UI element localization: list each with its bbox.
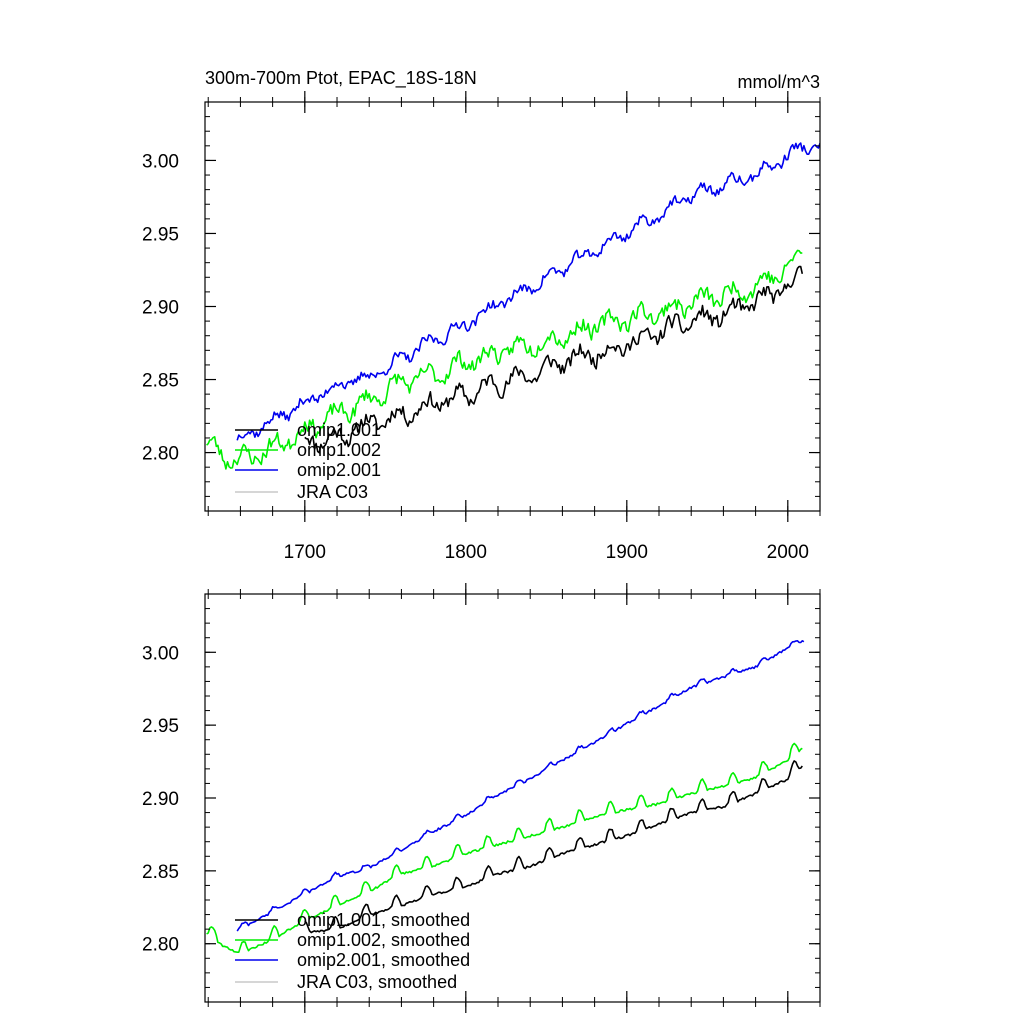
y-tick-label: 2.80 [142,444,179,465]
series-line-omip1-001 [304,265,804,454]
legend-label: omip2.001 [297,460,381,480]
y-tick-label: 3.00 [142,151,179,172]
x-tick-label: 2000 [767,542,809,563]
y-tick-label: 2.90 [142,789,179,810]
x-tick-label: 1900 [606,542,648,563]
x-tick-label: 1800 [445,542,487,563]
series-line-omip1-001-smoothed [304,760,803,934]
units-label: mmol/m^3 [738,72,820,92]
y-tick-label: 2.85 [142,862,179,883]
series-line-omip1-002 [206,249,803,470]
legend-label: omip1.001, smoothed [297,910,470,930]
y-tick-label: 2.95 [142,224,179,245]
series-lines [206,639,805,954]
y-tick-label: 3.00 [142,643,179,664]
legend-label: JRA C03 [297,482,368,502]
legend-label: omip1.002, smoothed [297,930,470,950]
y-tick-label: 2.95 [142,716,179,737]
series-lines [206,142,820,470]
legend-label: omip2.001, smoothed [297,950,470,970]
series-line-omip2-001 [236,142,820,441]
top-panel: 300m-700m Ptot, EPAC_18S-18N mmol/m^3 2.80… [142,68,821,563]
y-tick-label: 2.80 [142,935,179,956]
legend-label: omip1.001 [297,420,381,440]
y-tick-label: 2.85 [142,371,179,392]
x-tick-label: 1700 [284,542,326,563]
series-line-omip2-001-smoothed [236,639,805,932]
series-line-omip1-002-smoothed [206,742,803,954]
y-tick-label: 2.90 [142,298,179,319]
legend-label: JRA C03, smoothed [297,972,457,992]
chart-title: 300m-700m Ptot, EPAC_18S-18N [205,68,477,89]
legend-label: omip1.002 [297,440,381,460]
